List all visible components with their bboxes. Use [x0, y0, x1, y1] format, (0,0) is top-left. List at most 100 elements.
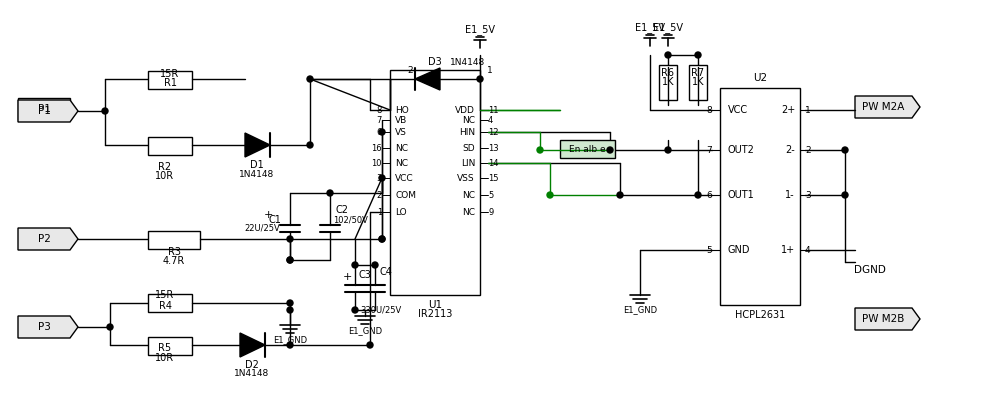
- Circle shape: [695, 192, 701, 198]
- Bar: [720, 88, 800, 305]
- Text: NC: NC: [462, 116, 475, 124]
- Text: 15R: 15R: [155, 290, 175, 300]
- Text: +: +: [263, 210, 273, 220]
- Text: 4.7R: 4.7R: [163, 256, 185, 266]
- Text: 3: 3: [805, 190, 811, 200]
- Text: 2+: 2+: [781, 105, 795, 115]
- Text: +: +: [343, 272, 352, 282]
- Text: VB: VB: [395, 116, 407, 124]
- Text: 4: 4: [805, 246, 811, 255]
- Text: PW M2A: PW M2A: [862, 102, 904, 112]
- Text: 7: 7: [377, 116, 382, 124]
- Bar: [18, 98, 70, 120]
- Text: E1_5V: E1_5V: [465, 25, 495, 36]
- Circle shape: [287, 300, 293, 306]
- Polygon shape: [18, 228, 78, 250]
- Circle shape: [477, 76, 483, 82]
- Text: 1N4148: 1N4148: [234, 369, 270, 379]
- Text: 11: 11: [488, 105, 499, 114]
- Circle shape: [379, 129, 385, 135]
- Text: 1K: 1K: [662, 77, 674, 87]
- Text: COM: COM: [395, 190, 416, 200]
- Text: C3: C3: [358, 270, 371, 280]
- Circle shape: [665, 147, 671, 153]
- Text: 8: 8: [377, 105, 382, 114]
- Circle shape: [547, 192, 553, 198]
- Text: 1N4148: 1N4148: [450, 57, 486, 67]
- Text: E1_5V: E1_5V: [635, 23, 665, 33]
- Text: 102/50V: 102/50V: [333, 215, 368, 225]
- Bar: [560, 140, 615, 158]
- Text: LIN: LIN: [461, 158, 475, 168]
- Text: NC: NC: [395, 143, 408, 152]
- Text: 10R: 10R: [155, 353, 175, 363]
- Circle shape: [367, 342, 373, 348]
- Text: VSS: VSS: [457, 173, 475, 183]
- Text: 13: 13: [488, 143, 499, 152]
- Text: 2: 2: [407, 65, 413, 74]
- Text: OUT2: OUT2: [728, 145, 755, 155]
- Text: E1_GND: E1_GND: [273, 335, 307, 345]
- Circle shape: [842, 147, 848, 153]
- Text: 15R: 15R: [160, 69, 180, 79]
- Text: E1_GND: E1_GND: [623, 305, 657, 314]
- Circle shape: [695, 52, 701, 58]
- Polygon shape: [415, 68, 440, 90]
- Text: PW M2B: PW M2B: [862, 314, 904, 324]
- Text: NC: NC: [462, 208, 475, 217]
- Text: 2: 2: [805, 145, 811, 154]
- Text: R6: R6: [662, 68, 674, 78]
- Text: P1: P1: [38, 106, 50, 116]
- Text: C4: C4: [379, 267, 392, 277]
- Circle shape: [287, 257, 293, 263]
- Polygon shape: [855, 96, 920, 118]
- Text: 5: 5: [488, 190, 493, 200]
- Text: 16: 16: [371, 143, 382, 152]
- Text: 10: 10: [372, 158, 382, 168]
- Text: 22U/25V: 22U/25V: [244, 223, 280, 232]
- Text: D1: D1: [250, 160, 264, 170]
- Text: 9: 9: [488, 208, 493, 217]
- Text: HCPL2631: HCPL2631: [735, 310, 785, 320]
- Text: IR2113: IR2113: [418, 309, 452, 319]
- Text: HO: HO: [395, 105, 409, 114]
- Text: GND: GND: [728, 245, 750, 255]
- Bar: [148, 231, 200, 249]
- Polygon shape: [240, 333, 265, 357]
- Bar: [659, 65, 677, 100]
- Text: DGND: DGND: [854, 265, 886, 275]
- Polygon shape: [18, 100, 78, 122]
- Bar: [148, 71, 192, 89]
- Text: OUT1: OUT1: [728, 190, 755, 200]
- Text: 330U/25V: 330U/25V: [360, 305, 401, 314]
- Text: P3: P3: [38, 322, 50, 332]
- Text: 1+: 1+: [781, 245, 795, 255]
- Text: R2: R2: [158, 162, 172, 172]
- Text: 1: 1: [805, 105, 811, 114]
- Text: NC: NC: [395, 158, 408, 168]
- Text: NC: NC: [462, 190, 475, 200]
- Text: D3: D3: [428, 57, 442, 67]
- Bar: [148, 137, 192, 155]
- Circle shape: [102, 108, 108, 114]
- Circle shape: [372, 262, 378, 268]
- Text: 2-: 2-: [785, 145, 795, 155]
- Text: En alb e: En alb e: [569, 145, 605, 154]
- Text: U1: U1: [428, 300, 442, 310]
- Circle shape: [379, 236, 385, 242]
- Text: 10R: 10R: [155, 171, 175, 181]
- Circle shape: [665, 52, 671, 58]
- Text: 4: 4: [488, 116, 493, 124]
- Circle shape: [287, 236, 293, 242]
- Text: 5: 5: [706, 246, 712, 255]
- Polygon shape: [245, 133, 270, 157]
- Circle shape: [307, 76, 313, 82]
- Text: U2: U2: [753, 73, 767, 83]
- Circle shape: [842, 192, 848, 198]
- Circle shape: [379, 236, 385, 242]
- Text: 6: 6: [706, 190, 712, 200]
- Circle shape: [107, 324, 113, 330]
- Circle shape: [287, 342, 293, 348]
- Bar: [689, 65, 707, 100]
- Text: E1_5V: E1_5V: [653, 23, 683, 33]
